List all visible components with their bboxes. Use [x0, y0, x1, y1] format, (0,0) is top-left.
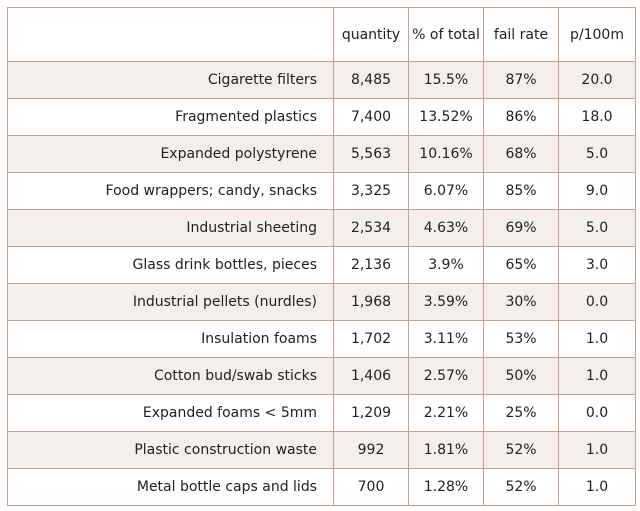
cell-quantity: 3,325 — [333, 172, 409, 210]
cell-fail-rate: 52% — [483, 468, 559, 506]
cell-per-100m: 1.0 — [558, 431, 636, 469]
table-row: Expanded foams < 5mm 1,209 2.21% 25% 0.0 — [7, 394, 636, 432]
cell-per-100m: 0.0 — [558, 283, 636, 321]
table-row: Cigarette filters 8,485 15.5% 87% 20.0 — [7, 61, 636, 99]
table-body: Cigarette filters 8,485 15.5% 87% 20.0 Fragme… — [7, 61, 636, 506]
cell-per-100m: 9.0 — [558, 172, 636, 210]
cell-percent-total: 2.57% — [408, 357, 484, 395]
cell-quantity: 2,136 — [333, 246, 409, 284]
table-row: Industrial pellets (nurdles) 1,968 3.59% 30… — [7, 283, 636, 321]
cell-item-name: Plastic construction waste — [7, 431, 334, 469]
cell-percent-total: 6.07% — [408, 172, 484, 210]
table-row: Metal bottle caps and lids 700 1.28% 52% 1.0 — [7, 468, 636, 506]
cell-quantity: 7,400 — [333, 98, 409, 136]
cell-fail-rate: 85% — [483, 172, 559, 210]
table-row: Expanded polystyrene 5,563 10.16% 68% 5.0 — [7, 135, 636, 173]
table-row: Fragmented plastics 7,400 13.52% 86% 18.0 — [7, 98, 636, 136]
cell-percent-total: 15.5% — [408, 61, 484, 99]
cell-item-name: Cigarette filters — [7, 61, 334, 99]
cell-fail-rate: 86% — [483, 98, 559, 136]
cell-item-name: Industrial sheeting — [7, 209, 334, 247]
cell-per-100m: 0.0 — [558, 394, 636, 432]
header-cell-fail-rate: fail rate — [483, 7, 559, 62]
cell-percent-total: 3.9% — [408, 246, 484, 284]
cell-fail-rate: 50% — [483, 357, 559, 395]
cell-percent-total: 10.16% — [408, 135, 484, 173]
cell-quantity: 1,968 — [333, 283, 409, 321]
cell-fail-rate: 87% — [483, 61, 559, 99]
cell-percent-total: 4.63% — [408, 209, 484, 247]
table-row: Food wrappers; candy, snacks 3,325 6.07% 85… — [7, 172, 636, 210]
cell-item-name: Industrial pellets (nurdles) — [7, 283, 334, 321]
cell-fail-rate: 65% — [483, 246, 559, 284]
table-row: Glass drink bottles, pieces 2,136 3.9% 65% 3… — [7, 246, 636, 284]
cell-percent-total: 1.81% — [408, 431, 484, 469]
cell-fail-rate: 25% — [483, 394, 559, 432]
cell-item-name: Metal bottle caps and lids — [7, 468, 334, 506]
cell-per-100m: 1.0 — [558, 357, 636, 395]
cell-fail-rate: 53% — [483, 320, 559, 358]
cell-per-100m: 5.0 — [558, 135, 636, 173]
table-container: quantity % of total fail rate p/100m Cig… — [7, 7, 636, 506]
cell-item-name: Food wrappers; candy, snacks — [7, 172, 334, 210]
cell-percent-total: 3.11% — [408, 320, 484, 358]
cell-per-100m: 20.0 — [558, 61, 636, 99]
cell-quantity: 5,563 — [333, 135, 409, 173]
cell-per-100m: 3.0 — [558, 246, 636, 284]
cell-percent-total: 13.52% — [408, 98, 484, 136]
header-cell-item — [7, 7, 334, 62]
table-header: quantity % of total fail rate p/100m — [7, 7, 636, 62]
header-cell-percent-total: % of total — [408, 7, 484, 62]
cell-item-name: Expanded polystyrene — [7, 135, 334, 173]
header-cell-per-100m: p/100m — [558, 7, 636, 62]
cell-per-100m: 1.0 — [558, 468, 636, 506]
cell-quantity: 700 — [333, 468, 409, 506]
cell-quantity: 992 — [333, 431, 409, 469]
cell-quantity: 1,209 — [333, 394, 409, 432]
cell-quantity: 1,702 — [333, 320, 409, 358]
cell-fail-rate: 69% — [483, 209, 559, 247]
table-row: Plastic construction waste 992 1.81% 52% 1.0 — [7, 431, 636, 469]
header-cell-quantity: quantity — [333, 7, 409, 62]
cell-percent-total: 3.59% — [408, 283, 484, 321]
cell-item-name: Fragmented plastics — [7, 98, 334, 136]
header-row: quantity % of total fail rate p/100m — [7, 7, 636, 62]
cell-per-100m: 18.0 — [558, 98, 636, 136]
cell-item-name: Cotton bud/swab sticks — [7, 357, 334, 395]
litter-summary-table: quantity % of total fail rate p/100m Cig… — [7, 7, 636, 506]
cell-percent-total: 2.21% — [408, 394, 484, 432]
table-row: Industrial sheeting 2,534 4.63% 69% 5.0 — [7, 209, 636, 247]
cell-quantity: 8,485 — [333, 61, 409, 99]
cell-per-100m: 1.0 — [558, 320, 636, 358]
cell-item-name: Insulation foams — [7, 320, 334, 358]
table-row: Insulation foams 1,702 3.11% 53% 1.0 — [7, 320, 636, 358]
cell-fail-rate: 52% — [483, 431, 559, 469]
cell-item-name: Glass drink bottles, pieces — [7, 246, 334, 284]
table-row: Cotton bud/swab sticks 1,406 2.57% 50% 1.0 — [7, 357, 636, 395]
cell-quantity: 2,534 — [333, 209, 409, 247]
cell-item-name: Expanded foams < 5mm — [7, 394, 334, 432]
cell-fail-rate: 68% — [483, 135, 559, 173]
cell-percent-total: 1.28% — [408, 468, 484, 506]
cell-fail-rate: 30% — [483, 283, 559, 321]
cell-quantity: 1,406 — [333, 357, 409, 395]
cell-per-100m: 5.0 — [558, 209, 636, 247]
